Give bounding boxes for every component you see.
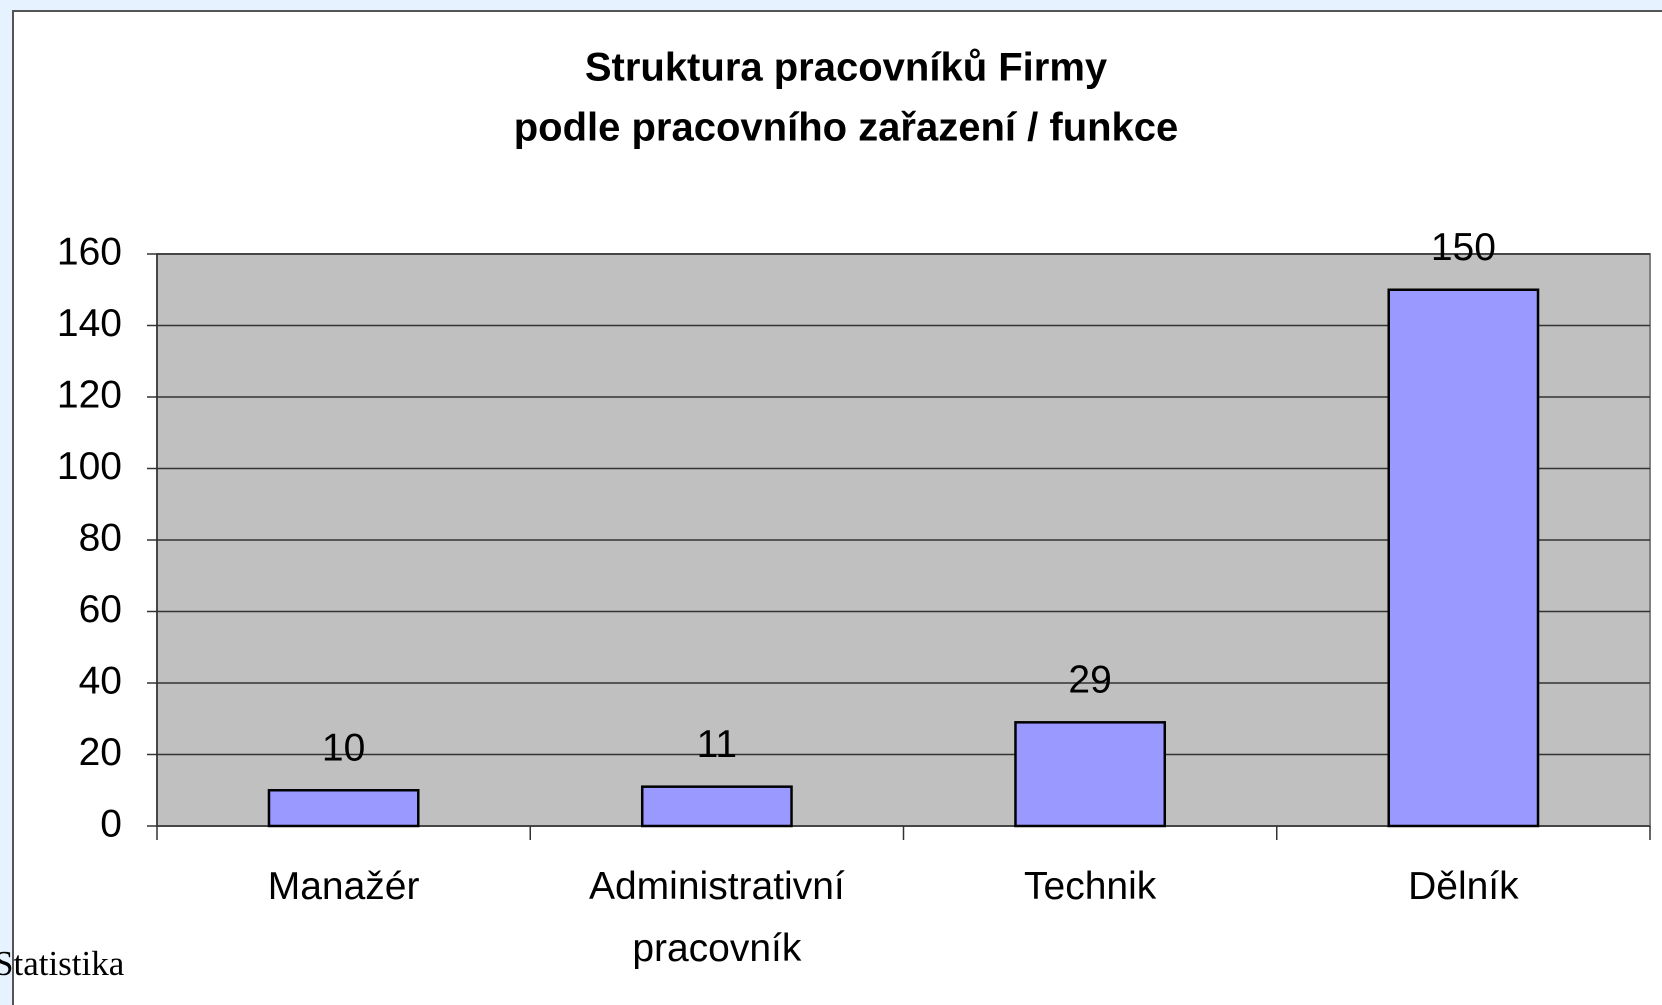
bar — [1014, 721, 1167, 828]
y-tick-label: 0 — [100, 802, 122, 845]
x-tick-label: Administrativní pracovník — [588, 865, 845, 970]
y-tick-label: 140 — [57, 302, 122, 345]
bar — [640, 785, 793, 828]
x-tick-label: Technik — [1024, 865, 1157, 908]
y-tick-label: 80 — [79, 516, 122, 559]
chart-title: Struktura pracovníků Firmy — [585, 46, 1108, 90]
y-tick-label: 40 — [79, 659, 122, 702]
data-label: 10 — [322, 727, 365, 770]
footer: Statistika — [0, 944, 125, 983]
y-tick-label: 20 — [79, 731, 122, 774]
y-tick-label: 120 — [57, 373, 122, 416]
x-tick-label: Manažér — [267, 865, 420, 908]
data-label: 150 — [1431, 226, 1496, 269]
data-label: 29 — [1068, 659, 1111, 702]
y-tick-label: 60 — [79, 588, 122, 631]
bar — [1387, 288, 1540, 828]
chart-title: podle pracovního zařazení / funkce — [514, 106, 1179, 150]
data-label: 11 — [697, 723, 738, 766]
y-tick-label: 100 — [57, 445, 122, 488]
bar — [267, 789, 420, 828]
y-tick-label: 160 — [57, 230, 122, 273]
x-tick-label: Dělník — [1408, 865, 1519, 908]
